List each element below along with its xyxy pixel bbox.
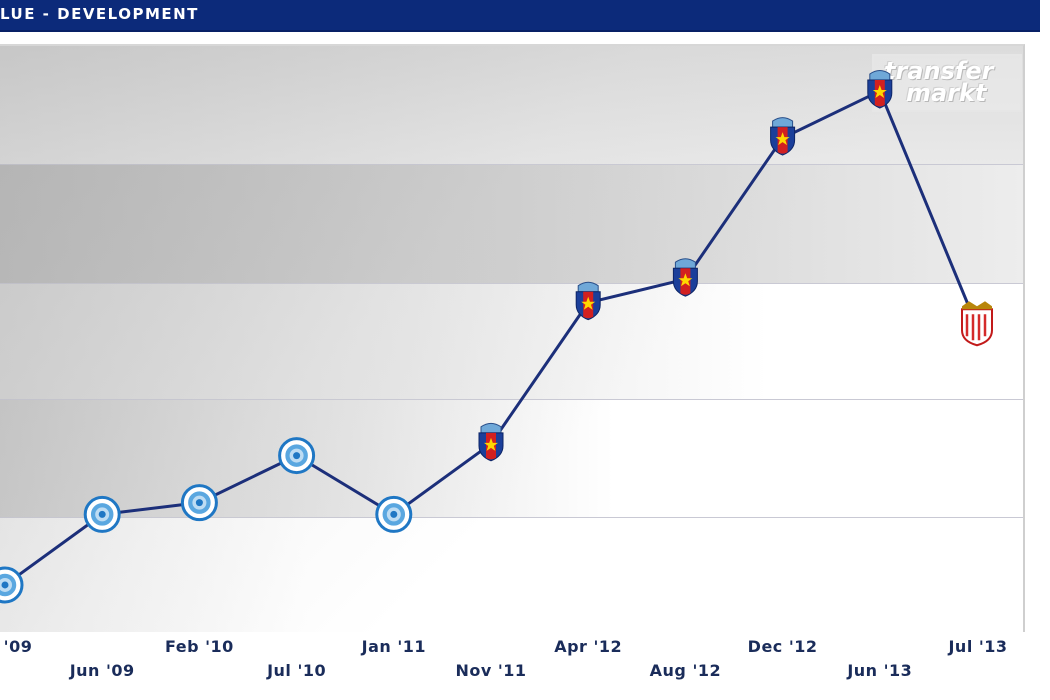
chart-band-3	[0, 283, 1023, 399]
gridline	[0, 399, 1023, 400]
x-tick-label: Dec '12	[747, 637, 818, 656]
section-header: LUE - DEVELOPMENT	[0, 0, 1040, 32]
steaua-crest-icon[interactable]	[770, 117, 796, 156]
blue-club-crest-icon[interactable]	[0, 566, 24, 604]
steaua-crest-icon[interactable]	[575, 281, 601, 321]
x-tick-label: Aug '12	[649, 661, 722, 680]
transfermarkt-watermark: transfer markt	[872, 54, 1022, 112]
gridline	[0, 164, 1023, 165]
chart-band-5	[0, 517, 1023, 632]
gridline	[0, 283, 1023, 284]
gridline	[0, 517, 1023, 518]
steaua-crest-icon[interactable]	[867, 70, 893, 109]
x-tick-label: Jun '13	[847, 661, 913, 680]
x-tick-label: Jun '09	[69, 661, 135, 680]
x-tick-label: Feb '10	[164, 637, 234, 656]
x-tick-label: Jul '13	[948, 637, 1008, 656]
chart-band-4	[0, 399, 1023, 517]
series-line	[4, 89, 979, 587]
blue-club-crest-icon[interactable]	[278, 437, 316, 475]
x-tick-label: Nov '11	[455, 661, 527, 680]
section-title: LUE - DEVELOPMENT	[0, 5, 199, 23]
x-tick-label: Jan '11	[361, 637, 426, 656]
x-tick-label: Apr '12	[554, 637, 623, 656]
steaua-crest-icon[interactable]	[672, 258, 698, 297]
watermark-line-2: markt	[906, 79, 987, 107]
x-tick-label: '09	[3, 637, 33, 656]
blue-club-crest-icon[interactable]	[180, 484, 218, 522]
blue-club-crest-icon[interactable]	[375, 495, 413, 533]
chart-band-2	[0, 164, 1023, 283]
sevilla-crest-icon[interactable]	[961, 301, 993, 347]
watermark-line-1: transfer	[884, 57, 994, 85]
x-tick-label: Jul '10	[267, 661, 327, 680]
blue-club-crest-icon[interactable]	[83, 495, 121, 533]
steaua-crest-icon[interactable]	[478, 422, 504, 462]
